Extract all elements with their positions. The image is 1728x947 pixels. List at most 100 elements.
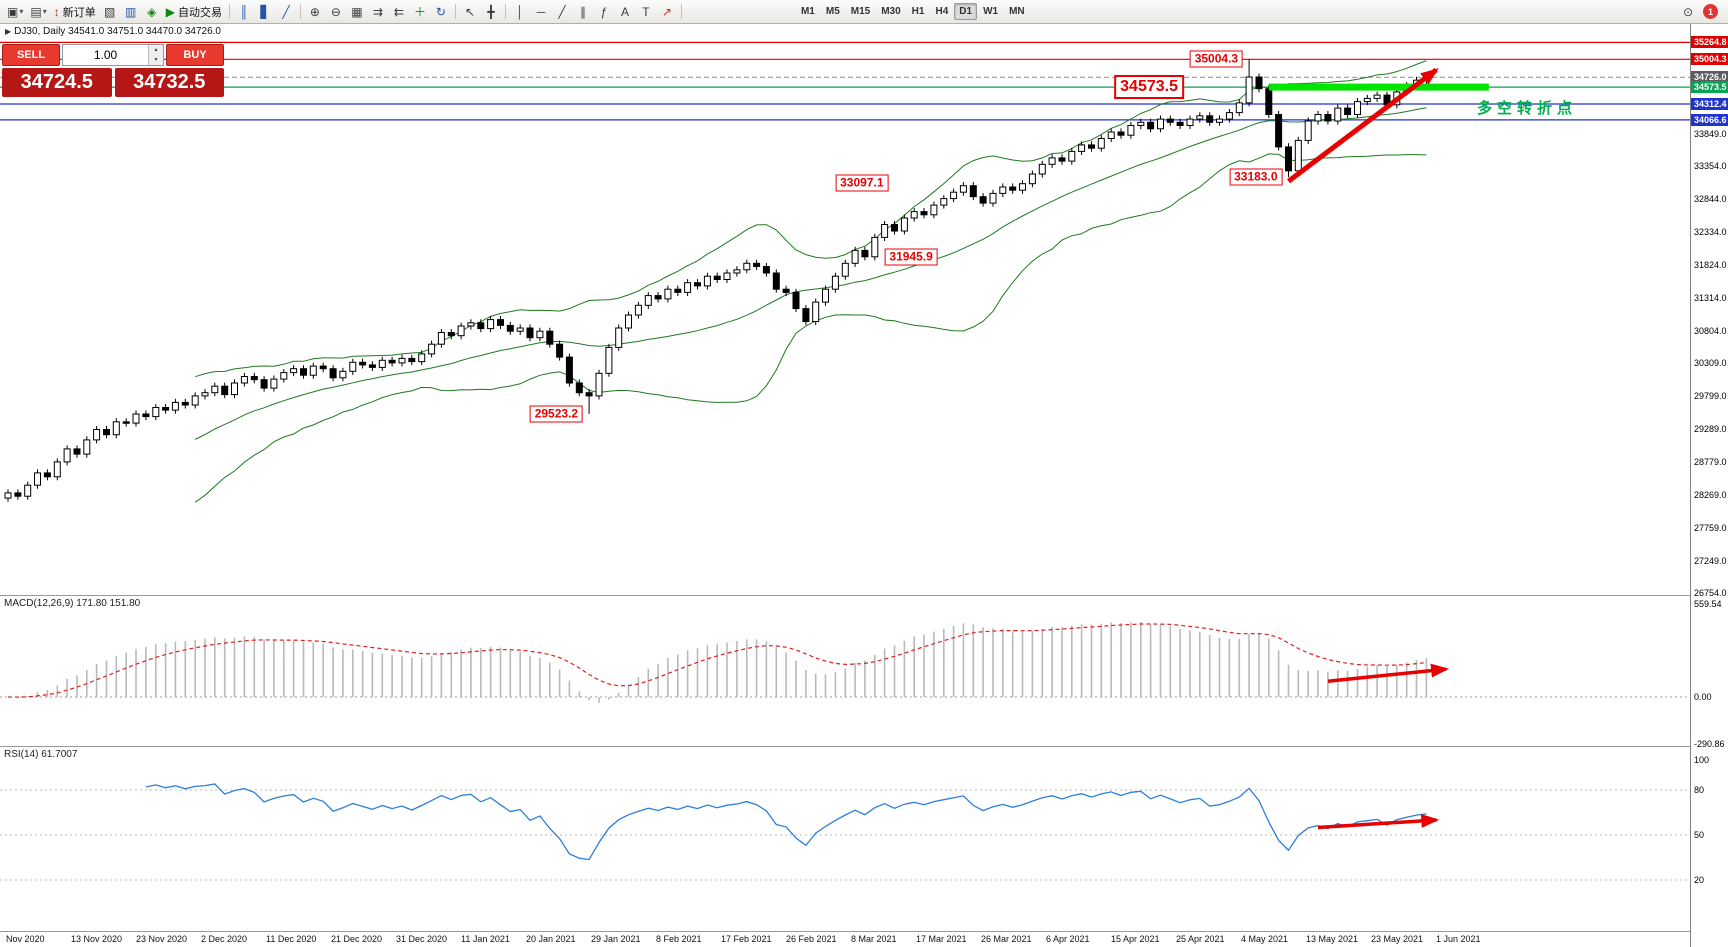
timeframe-h1-button[interactable]: H1: [907, 3, 930, 20]
chart-title: ▶ DJ30, Daily 34541.0 34751.0 34470.0 347…: [5, 26, 221, 37]
date-axis-label: 20 Jan 2021: [526, 934, 576, 944]
toolbar-separator: [504, 4, 506, 19]
crosshair-tool-button[interactable]: ╋: [481, 2, 501, 22]
volume-input[interactable]: [63, 45, 148, 65]
date-axis-label: 11 Jan 2021: [461, 934, 510, 944]
arrow-tool-button[interactable]: ↗: [657, 2, 677, 22]
date-axis-label: 8 Mar 2021: [851, 934, 897, 944]
navigator-button[interactable]: ◈: [142, 2, 162, 22]
bar-chart-icon: ║: [239, 4, 249, 19]
timeframe-d1-button[interactable]: D1: [954, 3, 978, 20]
price-axis-tick: 29289.0: [1694, 424, 1727, 434]
candlestick-chart-button[interactable]: ▋: [255, 2, 275, 22]
timeframe-m15-button[interactable]: M15: [846, 3, 875, 20]
date-axis-separator: [0, 931, 1728, 932]
candlestick-icon: ▋: [260, 4, 270, 19]
autotrade-play-icon: ▶: [165, 4, 175, 19]
channel-tool-button[interactable]: ∥: [573, 2, 593, 22]
price-axis-tick: 27759.0: [1694, 522, 1727, 533]
tile-windows-button[interactable]: ▦: [347, 2, 367, 22]
chart-shift-button[interactable]: ⇇: [389, 2, 409, 22]
refresh-icon: ↻: [435, 4, 446, 19]
indicators-button[interactable]: ＋: [410, 2, 430, 22]
chart-marker-icon: ▶: [5, 27, 12, 36]
navigator-icon: ◈: [147, 4, 157, 19]
volume-increase-button[interactable]: ▴: [149, 45, 163, 55]
timeframe-h4-button[interactable]: H4: [930, 3, 953, 20]
profiles-icon: ▤: [30, 4, 42, 19]
trendline-icon: ╱: [558, 4, 566, 19]
history-icon: ▧: [104, 4, 116, 19]
refresh-button[interactable]: ↻: [431, 2, 451, 22]
date-axis[interactable]: Nov 2020 13 Nov 2020 23 Nov 2020 2 Dec 2020…: [0, 931, 1690, 947]
macd-panel-separator[interactable]: [0, 595, 1690, 596]
price-axis-tick: 31824.0: [1694, 260, 1727, 270]
volume-spinner: ▴ ▾: [148, 45, 163, 65]
line-chart-button[interactable]: ╱: [276, 2, 296, 22]
date-axis-label: 21 Dec 2020: [331, 934, 383, 944]
text-tool-icon: A: [620, 4, 629, 19]
date-axis-label: 23 May 2021: [1371, 934, 1424, 944]
timeframe-mn-button[interactable]: MN: [1004, 3, 1030, 20]
buy-button[interactable]: BUY: [166, 44, 224, 66]
toolbar-separator: [680, 4, 682, 19]
price-chart-canvas[interactable]: [0, 24, 1690, 947]
volume-decrease-button[interactable]: ▾: [149, 55, 163, 65]
timeframe-m30-button[interactable]: M30: [876, 3, 905, 20]
toolbar-separator: [454, 4, 456, 19]
auto-scroll-button[interactable]: ⇉: [368, 2, 388, 22]
timeframe-m1-button[interactable]: M1: [796, 3, 820, 20]
trendline-tool-button[interactable]: ╱: [552, 2, 572, 22]
search-button[interactable]: ⊙: [1678, 2, 1698, 22]
new-order-button[interactable]: ↕ 新订单: [51, 2, 99, 22]
price-axis[interactable]: 33849.0 33354.0 32844.0 32334.0 31824.0 31314…: [1690, 24, 1728, 947]
one-click-trading-panel: SELL ▴ ▾ BUY 34724.5 34732.5: [2, 44, 224, 97]
auto-scroll-icon: ⇉: [372, 4, 383, 19]
date-axis-label: 26 Mar 2021: [981, 934, 1032, 944]
history-center-button[interactable]: ▧: [100, 2, 120, 22]
bar-chart-button[interactable]: ║: [234, 2, 254, 22]
horizontal-line-tool-button[interactable]: ─: [531, 2, 551, 22]
crosshair-icon: ╋: [487, 4, 495, 19]
date-axis-label: 26 Feb 2021: [786, 934, 837, 944]
toolbar-separator: [299, 4, 301, 19]
rsi-panel-separator[interactable]: [0, 746, 1690, 747]
zoom-out-button[interactable]: ⊖: [326, 2, 346, 22]
label-tool-icon: T: [642, 4, 650, 19]
new-order-label: 新订单: [62, 6, 96, 19]
market-watch-button[interactable]: ▥: [121, 2, 141, 22]
autotrade-button[interactable]: ▶ 自动交易: [163, 2, 225, 22]
price-axis-tick: 33354.0: [1694, 161, 1727, 171]
price-axis-tick: 26754.0: [1694, 587, 1727, 598]
notification-badge[interactable]: 1: [1703, 4, 1718, 19]
label-tool-button[interactable]: T: [636, 2, 656, 22]
new-order-icon: ↕: [53, 4, 60, 19]
price-axis-tick: 30804.0: [1694, 326, 1727, 336]
new-chart-button[interactable]: ▣ ▾: [4, 2, 26, 22]
buy-price[interactable]: 34732.5: [114, 68, 224, 97]
price-axis-tick: 32844.0: [1694, 194, 1727, 204]
text-tool-button[interactable]: A: [615, 2, 635, 22]
date-axis-label: 8 Feb 2021: [656, 934, 702, 944]
date-axis-label: 29 Jan 2021: [591, 934, 641, 944]
rsi-axis-tick: 50: [1694, 830, 1705, 840]
timeframe-m5-button[interactable]: M5: [821, 3, 845, 20]
date-axis-label: 13 May 2021: [1306, 934, 1359, 944]
sell-price[interactable]: 34724.5: [2, 68, 112, 97]
price-axis-level-box: 35004.3: [1691, 53, 1728, 66]
profiles-button[interactable]: ▤ ▾: [27, 2, 49, 22]
fibonacci-icon: ƒ: [600, 4, 608, 19]
date-axis-label: 6 Apr 2021: [1046, 934, 1090, 944]
vertical-line-tool-button[interactable]: │: [510, 2, 530, 22]
cursor-tool-button[interactable]: ↖: [460, 2, 480, 22]
price-axis-level-box: 35264.8: [1691, 36, 1728, 49]
timeframe-toolbar: M1 M5 M15 M30 H1 H4 D1 W1 MN: [796, 3, 1030, 20]
search-icon: ⊙: [1682, 4, 1694, 19]
timeframe-w1-button[interactable]: W1: [978, 3, 1003, 20]
fibonacci-tool-button[interactable]: ƒ: [594, 2, 614, 22]
zoom-in-button[interactable]: ⊕: [305, 2, 325, 22]
vertical-line-icon: │: [516, 4, 524, 19]
sell-button[interactable]: SELL: [2, 44, 60, 66]
price-axis-level-box: 34573.5: [1691, 81, 1728, 94]
